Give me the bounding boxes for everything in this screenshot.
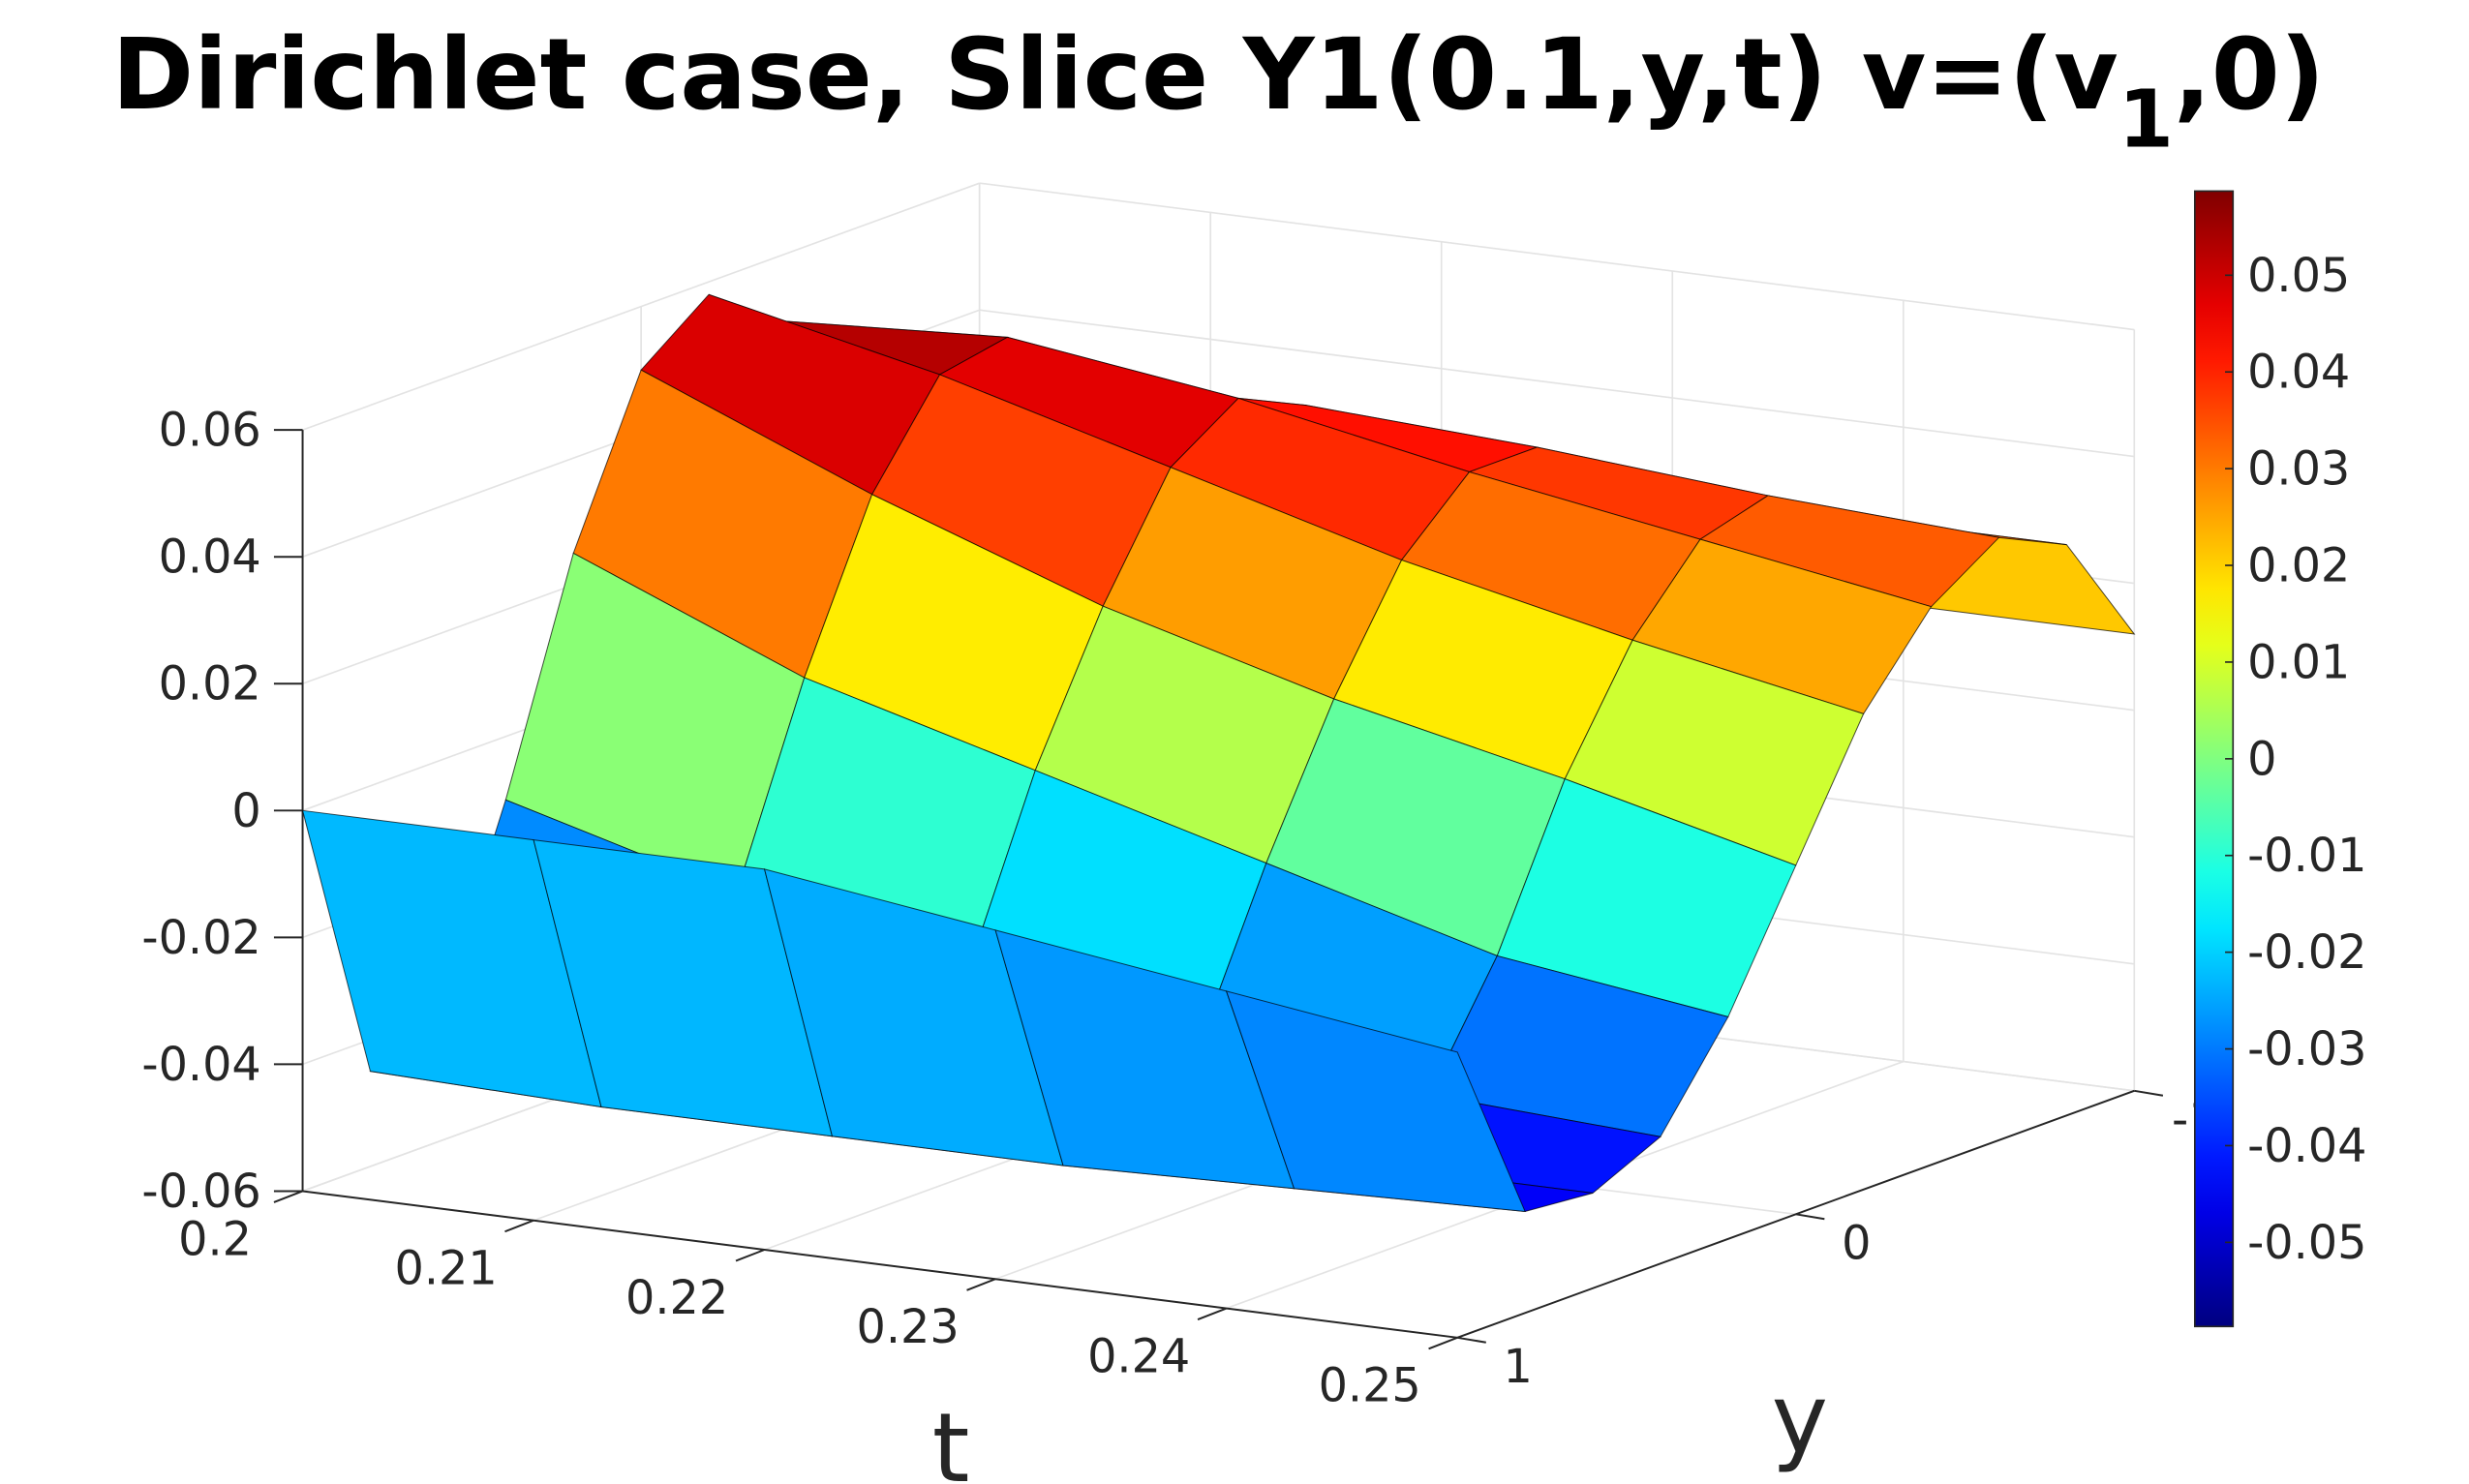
plot-area: Dirichlet case, Slice Y1(0.1,y,t) v=(v1,… [112, 17, 2367, 1484]
tick-mark [966, 1278, 996, 1291]
x-tick-label: 0.22 [625, 1272, 728, 1325]
x-tick-label: 0.2 [178, 1213, 252, 1266]
y-tick-label: 0 [1842, 1217, 1871, 1270]
tick-mark [1457, 1336, 1486, 1344]
chart-title: Dirichlet case, Slice Y1(0.1,y,t) v=(v1,… [112, 17, 2326, 166]
colorbar-tick-label: -0.01 [2247, 830, 2366, 883]
tick-mark [1795, 1213, 1825, 1221]
x-tick-label: 0.23 [857, 1301, 960, 1354]
x-tick-label: 0.25 [1319, 1360, 1421, 1413]
grid-line [302, 182, 980, 431]
tick-mark [1197, 1307, 1228, 1320]
x-tick-label: 0.21 [395, 1243, 498, 1296]
title-end: ,0) [2174, 17, 2325, 133]
colorbar-tick-label: 0.03 [2247, 443, 2350, 497]
tick-mark [504, 1219, 534, 1233]
z-tick-label: -0.06 [141, 1166, 260, 1219]
colorbar-tick-label: 0.01 [2247, 636, 2350, 689]
colorbar-tick-label: 0 [2247, 733, 2276, 786]
x-tick-label: 0.24 [1087, 1330, 1190, 1383]
y-tick-label: 1 [1504, 1341, 1533, 1394]
title-subscript: 1 [2118, 74, 2174, 166]
z-tick-label: 0.02 [159, 658, 261, 712]
z-tick-label: 0 [231, 785, 260, 838]
colorbar-tick-label: 0.02 [2247, 539, 2350, 592]
surface-patch [1225, 990, 1526, 1213]
colorbar-tick-label: -0.05 [2247, 1217, 2366, 1270]
z-tick-label: -0.02 [141, 912, 260, 965]
tick-mark [735, 1249, 765, 1262]
tick-mark [2134, 1089, 2164, 1097]
colorbar-tick-label: -0.03 [2247, 1023, 2366, 1076]
y-axis-label: y [1772, 1364, 1828, 1475]
z-tick-label: 0.06 [159, 405, 261, 458]
z-tick-label: -0.04 [141, 1039, 260, 1092]
z-tick-label: 0.04 [159, 531, 261, 585]
axis-line [302, 1190, 1458, 1339]
tick-mark [1428, 1336, 1458, 1350]
colorbar-tick-label: -0.04 [2247, 1120, 2366, 1173]
colorbar-tick-label: 0.04 [2247, 347, 2350, 400]
grid-line [979, 182, 2135, 331]
grid-line [979, 309, 2135, 458]
colorbar-tick-label: -0.02 [2247, 926, 2366, 980]
tick-mark [273, 1190, 303, 1203]
colorbar-tick-label: 0.05 [2247, 250, 2350, 303]
x-axis-label: t [932, 1393, 970, 1484]
title-main: Dirichlet case, Slice Y1(0.1,y,t) v=(v [112, 17, 2118, 133]
